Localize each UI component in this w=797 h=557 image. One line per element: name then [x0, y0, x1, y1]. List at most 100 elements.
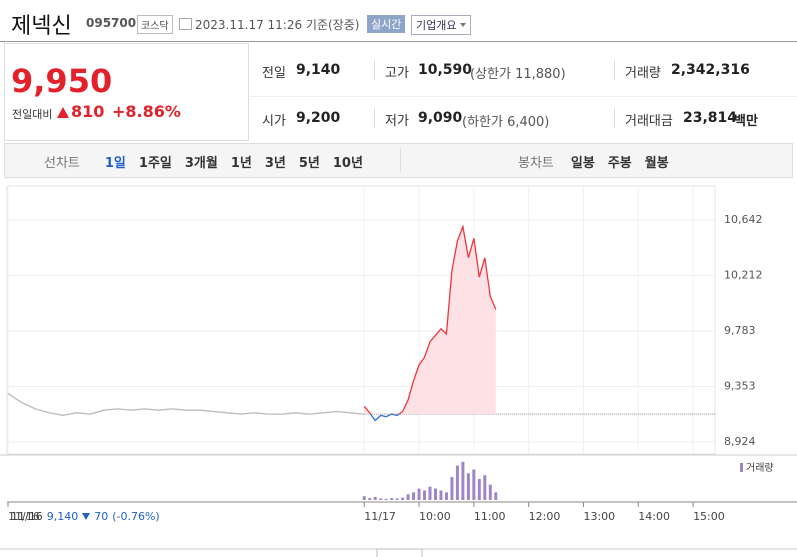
current-price: 9,950 [11, 62, 113, 100]
divider [614, 108, 615, 128]
divider [250, 96, 797, 97]
x-tick-label: 14:00 [638, 510, 670, 523]
timestamp: 2023.11.17 11:26 기준(장중) [195, 18, 360, 32]
legend-swatch [740, 463, 743, 472]
realtime-badge[interactable]: 실시간 [367, 15, 406, 33]
period-tab[interactable]: 1년 [230, 156, 252, 171]
stat-label: 거래량 [625, 66, 661, 81]
change-rate: +8.86% [112, 102, 181, 121]
tab-bar [4, 143, 793, 178]
stat-value: 10,590 [418, 62, 473, 78]
stat-label: 저가 [385, 114, 409, 129]
x-tick-label: 11:00 [474, 510, 506, 523]
x-tick-label: 13:00 [583, 510, 615, 523]
period-tab[interactable]: 1일 [104, 156, 126, 171]
company-info-button[interactable]: 기업개요 [411, 15, 472, 35]
price-line [7, 392, 365, 417]
divider [400, 147, 401, 173]
x-tick-label: 12:00 [529, 510, 561, 523]
period-tab[interactable]: 5년 [298, 156, 320, 171]
divider [374, 60, 375, 80]
stat-unit: 백만 [734, 114, 758, 129]
tab-group-label: 봉차트 [518, 156, 554, 171]
period-tab[interactable]: 주봉 [607, 156, 632, 171]
volume-bar [368, 498, 372, 500]
x-tick-label: 11/17 [364, 510, 396, 523]
prev-change: 70 [94, 510, 109, 523]
divider [374, 108, 375, 128]
stat-value: 9,200 [296, 110, 341, 126]
stat-note: (하한가 6,400) [462, 115, 550, 130]
period-tab[interactable]: 월봉 [644, 156, 669, 171]
prev-price: 9,140 [46, 510, 79, 523]
down-arrow [82, 513, 91, 520]
period-tab[interactable]: 10년 [332, 156, 363, 171]
volume-bar [472, 469, 476, 500]
volume-bar [412, 492, 416, 500]
volume-bar [384, 498, 388, 500]
stat-label: 시가 [262, 114, 286, 129]
volume-bar [428, 486, 432, 500]
up-arrow [57, 107, 69, 118]
change-amount: 810 [71, 102, 105, 121]
company-info-label: 기업개요 [416, 19, 457, 32]
x-tick-label: 15:00 [693, 510, 725, 523]
volume-bar [439, 490, 443, 500]
volume-bar [466, 473, 470, 500]
calendar-icon [179, 18, 192, 30]
stat-label: 고가 [385, 66, 409, 81]
prev-date: 11/16 [11, 510, 43, 523]
candle-chart-tabs: 봉차트 일봉 주봉 월봉 [518, 152, 669, 171]
volume-bar [444, 492, 448, 500]
volume-bar [395, 498, 399, 500]
y-tick-label: 10,642 [724, 213, 763, 226]
price-line [363, 224, 497, 415]
stat-value: 2,342,316 [671, 62, 750, 78]
market-badge: 코스닥 [137, 15, 173, 34]
price-box [4, 43, 249, 141]
volume-bar [488, 484, 492, 500]
prev-day-summary: 11/16 9,140 70 (-0.76%) [11, 510, 160, 523]
period-tab[interactable]: 3개월 [184, 156, 218, 171]
prev-rate: (-0.76%) [112, 510, 160, 523]
dropdown-arrow [460, 23, 467, 30]
volume-bar [417, 488, 421, 500]
volume-bar [401, 497, 405, 500]
divider [0, 41, 797, 42]
stat-value: 23,814 [683, 110, 738, 126]
period-tab[interactable]: 일봉 [570, 156, 595, 171]
stat-value: 9,090 [418, 110, 463, 126]
volume-bar [379, 498, 383, 500]
stock-name: 제넥신 [11, 14, 72, 39]
volume-bar [477, 479, 481, 500]
volume-bar [455, 465, 459, 500]
tab-group-label: 선차트 [44, 156, 80, 171]
volume-bar [450, 477, 454, 500]
period-tab[interactable]: 1주일 [138, 156, 172, 171]
volume-bar [406, 494, 410, 500]
volume-bar [494, 492, 498, 500]
stat-value: 9,140 [296, 62, 341, 78]
volume-bar [461, 461, 465, 500]
price-line-below [369, 414, 401, 422]
line-chart-tabs: 선차트 1일 1주일 3개월 1년 3년 5년 10년 [44, 152, 363, 171]
volume-bar [423, 490, 427, 500]
y-tick-label: 8,924 [724, 435, 756, 448]
stat-note: (상한가 11,880) [470, 67, 566, 82]
x-tick-label: 10:00 [419, 510, 451, 523]
period-tab[interactable]: 3년 [264, 156, 286, 171]
x-tick-label: 11/16 [8, 510, 40, 523]
volume-bar [433, 488, 437, 500]
divider [614, 60, 615, 80]
y-tick-label: 10,212 [724, 269, 763, 282]
collapse-button[interactable] [376, 548, 423, 557]
plot-frame [6, 185, 716, 455]
volume-bar [390, 498, 394, 500]
stat-label: 전일 [262, 66, 286, 81]
volume-bar [373, 496, 377, 500]
y-tick-label: 9,353 [724, 380, 756, 393]
y-tick-label: 9,783 [724, 324, 756, 337]
volume-bar [483, 475, 487, 500]
